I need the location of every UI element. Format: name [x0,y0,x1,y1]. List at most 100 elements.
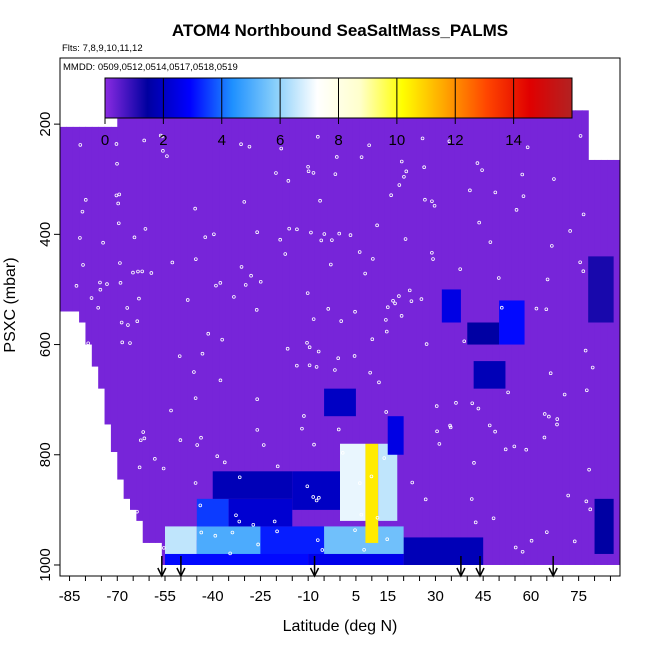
sample-point [199,530,204,535]
sample-point [568,229,572,233]
sample-point [193,206,197,211]
heatmap-cell [238,110,246,565]
sample-point [177,354,182,358]
sample-point [336,356,341,360]
heatmap-cell [575,110,583,565]
heatmap-cell [346,110,354,565]
sample-point [542,435,547,440]
heatmap-cell [416,110,424,565]
sample-point [193,396,198,400]
heatmap-cell [168,110,176,565]
sample-point [454,401,458,405]
sample-point [367,143,371,148]
sample-point [234,513,238,518]
x-tick-label: 60 [523,588,540,605]
sample-point [512,444,517,449]
sample-point [316,134,320,139]
sample-point [195,443,199,447]
x-tick-label: 5 [352,588,360,605]
heatmap-cell [180,110,188,565]
colorbar-tick-label: 0 [101,132,109,149]
heatmap-cell [212,110,220,565]
heatmap-cell [594,159,602,565]
sample-point [312,442,316,447]
sample-point [75,450,80,454]
sample-point [544,307,549,312]
sample-point [215,454,220,459]
sample-point [363,271,367,276]
sample-point [71,337,75,341]
heatmap-cell [292,471,340,510]
sample-point [385,537,389,541]
sample-point [162,546,166,550]
colorbar-ticks: 0 2 4 6 8 10 12 14 [101,78,522,149]
sample-point [493,429,497,434]
heatmap-cell [327,110,335,565]
heatmap-cell [206,110,214,565]
sample-point [135,319,140,323]
sample-point [142,138,147,143]
sample-point [375,515,380,520]
sample-point [437,442,442,446]
sample-point [434,404,439,408]
heatmap-cell [324,388,356,417]
heatmap-cell [387,416,404,455]
x-tick-label: 30 [427,588,444,605]
colorbar-tick-label: 10 [389,132,406,149]
heatmap-cell [422,110,430,565]
heatmap-cell [340,443,366,521]
sample-point [506,390,510,395]
sample-point [382,456,387,460]
sample-point [258,279,263,284]
sample-point [587,467,591,472]
sample-point [306,164,310,169]
sample-point [140,269,145,274]
sample-point [384,329,389,334]
sample-point [86,369,91,374]
heatmap-cell [320,110,328,565]
sample-point [339,319,343,323]
y-tick-label: 800 [37,442,54,467]
sample-point [534,306,539,311]
sample-point [178,438,183,442]
heatmap-cell [60,126,67,312]
sample-point [165,154,169,158]
sample-point [149,271,154,275]
colorbar: 0 2 4 6 8 10 12 14 [101,77,573,149]
y-axis-label: PSXC (mbar) [2,257,19,352]
heatmap-cell [569,110,577,565]
sample-point [529,538,534,543]
sample-point [193,481,198,485]
sample-point [544,530,549,534]
sample-point [80,209,85,214]
heatmap-cell [244,110,252,565]
heatmap-cell [149,110,157,543]
sample-point [230,530,235,535]
heatmap-cell [543,110,551,565]
sample-point [583,348,588,353]
heatmap-cell [282,110,290,565]
sample-point [255,397,259,401]
sample-point [552,177,556,181]
sample-point [287,226,291,231]
colorbar-tick-label: 4 [218,132,226,149]
sample-point [320,548,325,552]
sample-point [143,227,148,231]
sample-point [335,155,339,159]
sample-point [462,339,467,344]
sample-point [503,447,508,452]
heatmap-cell [196,498,229,527]
sample-point [410,480,415,485]
sample-point [333,368,337,372]
sample-point [371,257,375,261]
heatmap-cell [250,110,258,565]
sample-point [525,145,530,150]
heatmap-cell [324,526,404,554]
sample-point [286,179,291,183]
heatmap-cell [435,110,443,565]
sample-point [309,230,313,235]
sample-point [251,522,256,527]
sample-point [261,443,266,447]
sample-point [153,457,157,461]
sample-point [368,370,372,375]
